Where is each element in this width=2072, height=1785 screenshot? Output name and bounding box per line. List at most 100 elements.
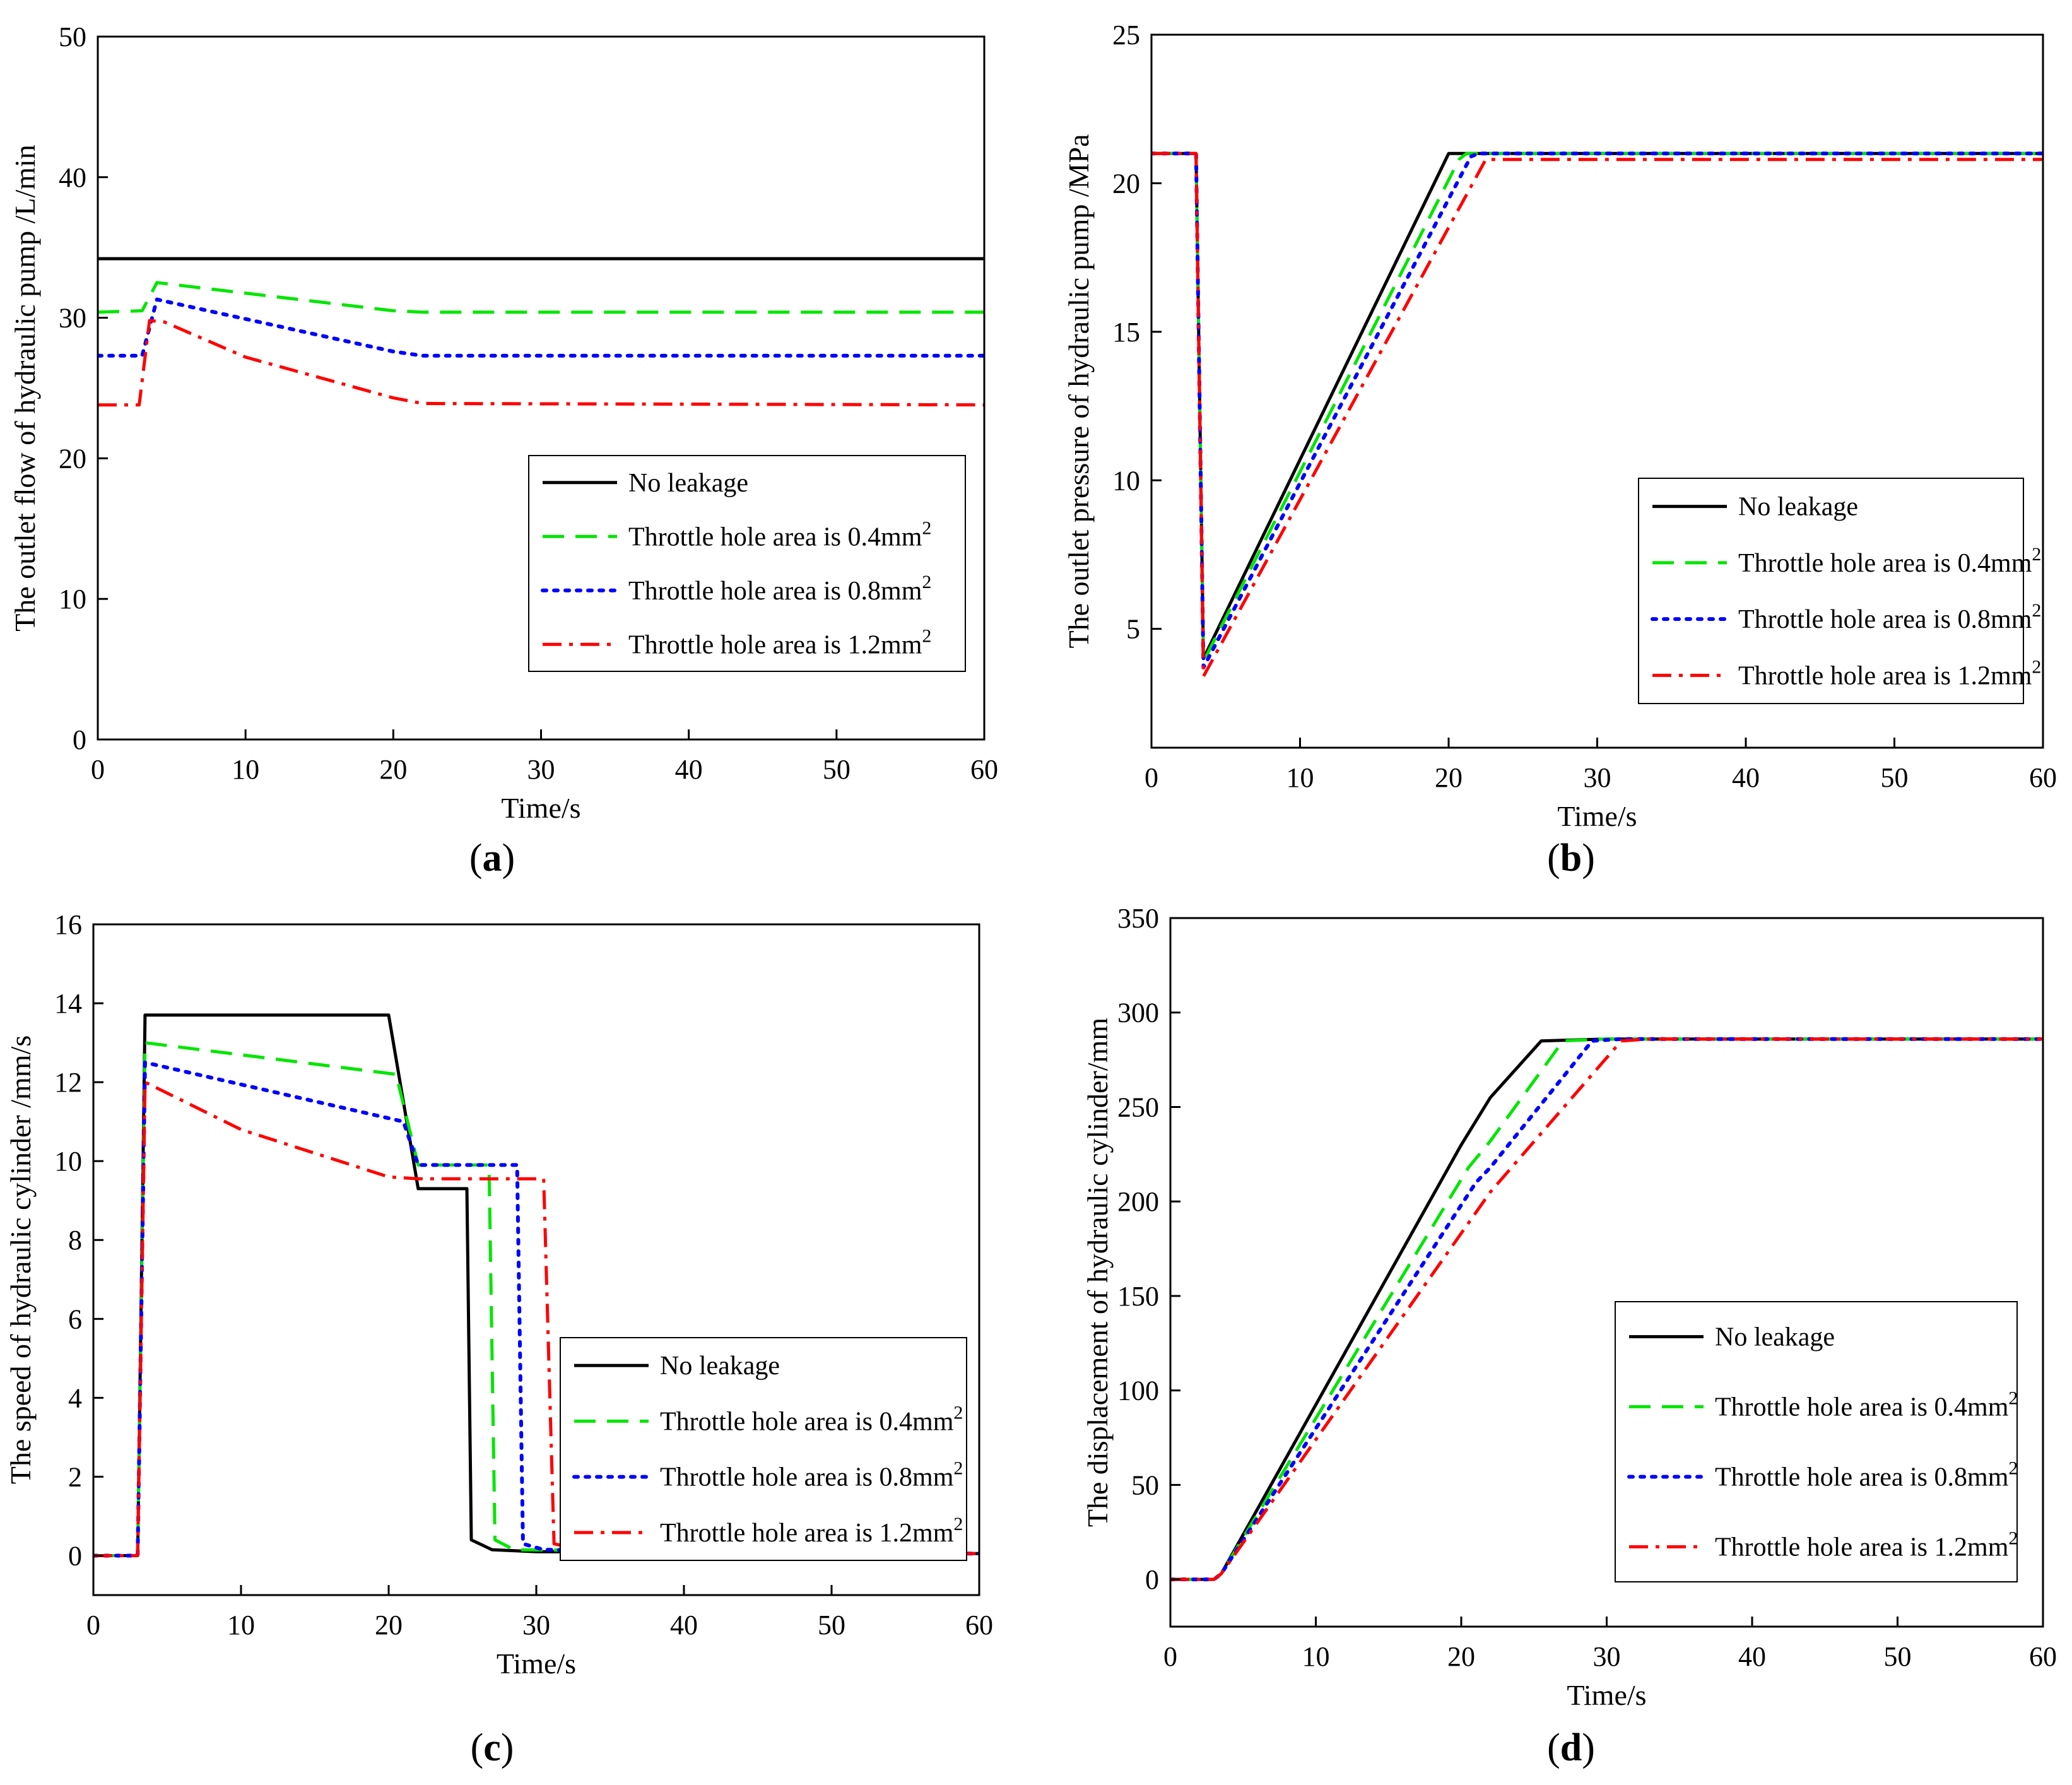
y-tick-label: 0 [73, 724, 86, 755]
panel-label: (d) [1547, 1726, 1595, 1769]
x-tick-label: 60 [965, 1610, 993, 1641]
y-axis-label: The speed of hydraulic cylinder /mm/s [4, 1035, 37, 1485]
legend-entry-label: Throttle hole area is 0.4mm2 [1715, 1388, 2018, 1422]
legend-entry-label: Throttle hole area is 0.8mm2 [628, 572, 931, 606]
x-tick-label: 0 [1145, 762, 1158, 793]
chart-panel-b: 0 10 20 30 40 50 60 5 10 15 20 25 Time/s The outlet p… [1062, 20, 2057, 880]
y-tick-label: 350 [1117, 903, 1159, 934]
x-tick-label: 60 [2029, 1641, 2057, 1672]
x-tick-label: 20 [375, 1610, 403, 1641]
y-tick-label: 2 [68, 1461, 82, 1492]
y-tick-label: 150 [1117, 1281, 1159, 1312]
legend-entry-label: Throttle hole area is 0.8mm2 [660, 1458, 963, 1492]
y-tick-label: 40 [59, 162, 86, 193]
legend-entry-label: Throttle hole area is 1.2mm2 [660, 1514, 963, 1548]
legend-entry-label: Throttle hole area is 0.8mm2 [1715, 1458, 2018, 1492]
y-tick-label: 50 [1131, 1470, 1159, 1500]
y-tick-label: 250 [1117, 1092, 1159, 1122]
legend-b: No leakage Throttle hole area is 0.4mm2 Th… [1638, 478, 2041, 704]
x-tick-label: 20 [1447, 1641, 1475, 1672]
x-axis-label: Time/s [1567, 1679, 1646, 1711]
y-tick-label: 20 [1112, 168, 1140, 199]
x-tick-label: 30 [1593, 1641, 1621, 1672]
chart-panel-d: 0 10 20 30 40 50 60 0 50 100 150 200 250 300 350 Time/s… [1081, 903, 2057, 1769]
x-axis-label: Time/s [1557, 800, 1637, 832]
y-tick-label: 10 [1112, 465, 1140, 496]
x-tick-label: 40 [1738, 1641, 1766, 1672]
y-axis-label: The displacement of hydraulic cylinder/m… [1081, 1018, 1114, 1528]
x-tick-label: 10 [232, 754, 259, 785]
y-tick-label: 6 [68, 1304, 82, 1334]
legend-entry-label: Throttle hole area is 0.8mm2 [1738, 600, 2041, 634]
y-tick-label: 0 [68, 1540, 82, 1571]
x-tick-label: 30 [1584, 762, 1611, 793]
x-axis-label: Time/s [497, 1647, 576, 1680]
x-tick-label: 50 [1881, 762, 1909, 793]
y-tick-label: 20 [59, 443, 86, 474]
legend-entry-label: No leakage [660, 1352, 780, 1381]
legend-entry-label: Throttle hole area is 0.4mm2 [1738, 544, 2041, 578]
x-tick-label: 40 [1732, 762, 1760, 793]
x-tick-label: 0 [91, 754, 105, 785]
series-line-b-3 [1151, 151, 2043, 678]
x-tick-label: 0 [1163, 1641, 1177, 1672]
legend-entry-label: Throttle hole area is 1.2mm2 [1715, 1528, 2018, 1562]
x-tick-label: 0 [86, 1610, 100, 1641]
y-tick-label: 50 [59, 21, 86, 52]
legend-entry-label: No leakage [1738, 493, 1858, 522]
panel-label: (c) [471, 1726, 514, 1769]
legend-entry-label: No leakage [628, 469, 748, 498]
y-tick-label: 200 [1117, 1186, 1159, 1217]
legend-a: No leakage Throttle hole area is 0.4mm2 Th… [528, 455, 966, 672]
y-tick-label: 14 [54, 988, 82, 1019]
y-axis-label: The outlet flow of hydraulic pump /L/min [9, 144, 41, 632]
x-tick-label: 20 [379, 754, 407, 785]
y-tick-label: 12 [54, 1067, 82, 1098]
x-tick-label: 10 [1302, 1641, 1330, 1672]
y-tick-label: 10 [59, 584, 86, 615]
y-tick-label: 100 [1117, 1376, 1159, 1406]
chart-panel-a: 0 10 20 30 40 50 60 0 10 20 30 40 50 Time/s The outlet… [9, 21, 998, 880]
y-tick-label: 0 [1145, 1564, 1159, 1595]
x-tick-label: 60 [2029, 762, 2057, 793]
legend-box [1615, 1301, 2018, 1582]
legend-entry-label: Throttle hole area is 1.2mm2 [1738, 656, 2041, 690]
chart-panel-c: 0 10 20 30 40 50 60 0 2 4 6 8 10 12 14 16 Time/s The spee… [4, 909, 993, 1769]
legend-box [528, 455, 966, 672]
series-line-c-2 [93, 1060, 979, 1558]
y-axis-label: The outlet pressure of hydraulic pump /M… [1062, 134, 1095, 648]
y-tick-label: 16 [54, 909, 82, 940]
legend-box [560, 1337, 967, 1561]
legend-box [1638, 478, 2024, 704]
legend-c: No leakage Throttle hole area is 0.4mm2 Th… [560, 1337, 967, 1561]
y-tick-label: 4 [68, 1382, 82, 1413]
legend-entry-label: Throttle hole area is 1.2mm2 [628, 625, 931, 659]
y-tick-label: 8 [68, 1225, 82, 1256]
legend-d: No leakage Throttle hole area is 0.4mm2 Th… [1615, 1301, 2018, 1582]
series-line-d-3 [1170, 1037, 2043, 1581]
x-tick-label: 50 [823, 754, 851, 785]
series-line-a-3 [98, 319, 984, 407]
legend-entry-label: No leakage [1715, 1323, 1835, 1352]
x-tick-label: 10 [227, 1610, 255, 1641]
series-line-a-1 [98, 281, 984, 314]
x-tick-label: 50 [818, 1610, 845, 1641]
x-tick-label: 40 [675, 754, 703, 785]
x-tick-label: 20 [1435, 762, 1463, 793]
y-tick-label: 10 [54, 1146, 82, 1177]
panel-label: (b) [1547, 837, 1595, 880]
legend-entry-label: Throttle hole area is 0.4mm2 [660, 1402, 963, 1436]
panel-label: (a) [469, 837, 515, 880]
x-tick-label: 30 [522, 1610, 550, 1641]
x-tick-label: 60 [970, 754, 998, 785]
y-tick-label: 300 [1117, 998, 1159, 1028]
series-line-a-2 [98, 297, 984, 358]
x-tick-label: 10 [1286, 762, 1314, 793]
y-tick-label: 25 [1112, 20, 1140, 50]
y-tick-label: 15 [1112, 317, 1140, 348]
legend-entry-label: Throttle hole area is 0.4mm2 [628, 517, 931, 551]
x-tick-label: 50 [1884, 1641, 1912, 1672]
series-line-b-2 [1151, 151, 2043, 669]
y-tick-label: 30 [59, 303, 86, 334]
